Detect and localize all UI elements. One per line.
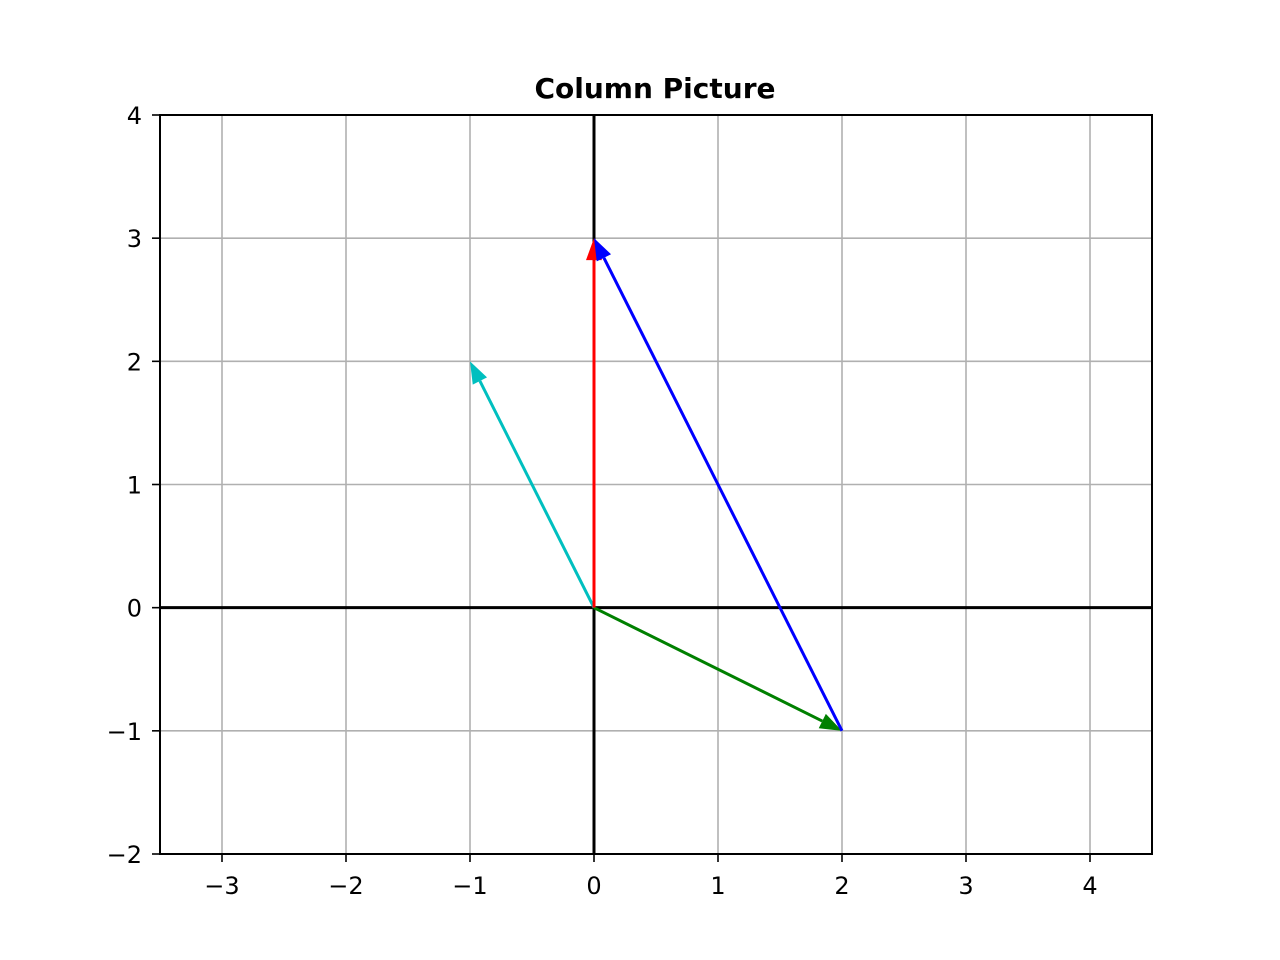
y-tick-label: 1 (127, 472, 142, 500)
vector-head (818, 713, 842, 731)
y-tick-label: −2 (107, 841, 142, 869)
vector-arrow (586, 238, 602, 608)
x-tick-label: 4 (1082, 872, 1097, 900)
grid (160, 114, 1152, 855)
vector-shaft (478, 380, 596, 609)
chart-title: Column Picture (534, 72, 775, 105)
y-tick-label: 0 (127, 595, 142, 623)
vector-shaft (593, 606, 823, 723)
x-tick-label: −3 (204, 872, 239, 900)
vector-arrow (594, 238, 844, 732)
ticks: −3 −2 −1 0 1 2 3 4 −2 −1 0 1 2 3 4 (107, 102, 1098, 900)
x-tick-label: −2 (328, 872, 363, 900)
vector-shaft (602, 257, 844, 732)
vector-arrow (470, 361, 596, 609)
vector-head (594, 238, 612, 262)
y-tick-label: 3 (127, 225, 142, 253)
y-tick-label: −1 (107, 718, 142, 746)
vector-head (470, 361, 488, 385)
vectors (470, 238, 844, 732)
x-tick-label: −1 (452, 872, 487, 900)
y-tick-label: 4 (127, 102, 142, 130)
x-tick-label: 1 (710, 872, 725, 900)
vector-arrow (593, 606, 842, 731)
x-tick-label: 3 (958, 872, 973, 900)
x-tick-label: 0 (586, 872, 601, 900)
y-tick-label: 2 (127, 348, 142, 376)
x-tick-label: 2 (834, 872, 849, 900)
